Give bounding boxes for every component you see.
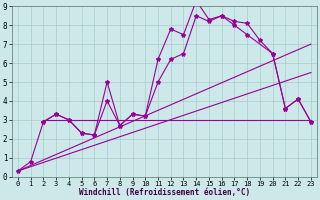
X-axis label: Windchill (Refroidissement éolien,°C): Windchill (Refroidissement éolien,°C) xyxy=(79,188,250,197)
